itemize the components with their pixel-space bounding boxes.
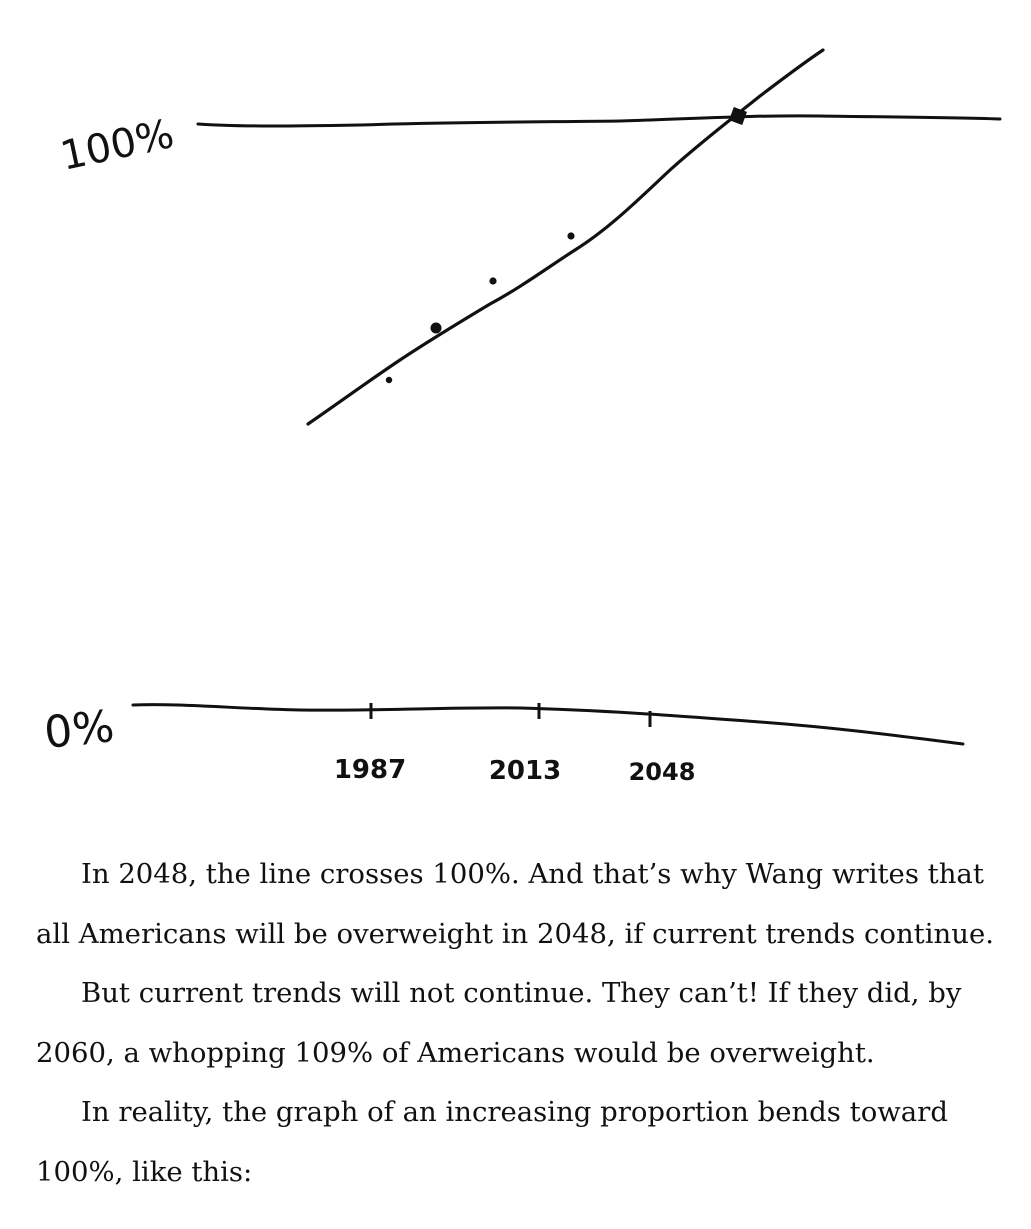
x-tick-label: 1987 — [334, 755, 406, 785]
hundred-percent-line — [196, 114, 1002, 128]
text-line: all Americans will be overweight in 2048… — [36, 917, 994, 950]
text-line: 100%, like this: — [36, 1155, 253, 1188]
data-point — [567, 232, 575, 240]
data-point — [489, 277, 497, 285]
data-point — [430, 322, 442, 334]
x-tick-label: 2048 — [629, 758, 696, 786]
data-point — [385, 376, 393, 384]
body-text: In 2048, the line crosses 100%. And that… — [36, 845, 996, 1202]
text-line: In 2048, the line crosses 100%. And that… — [81, 858, 984, 890]
trend-line — [306, 48, 825, 426]
x-tick-label: 2013 — [489, 756, 561, 786]
text-line: But current trends will not continue. Th… — [81, 977, 962, 1009]
zero-percent-baseline — [131, 703, 965, 746]
hand-drawn-chart: 100% 0% 1987 2013 2048 — [42, 48, 1002, 786]
text-line: In reality, the graph of an increasing p… — [81, 1096, 948, 1128]
y-label-100: 100% — [57, 111, 178, 180]
y-label-0: 0% — [42, 701, 117, 759]
text-line: 2060, a whopping 109% of Americans would… — [36, 1036, 875, 1069]
intersection-point — [729, 107, 747, 125]
